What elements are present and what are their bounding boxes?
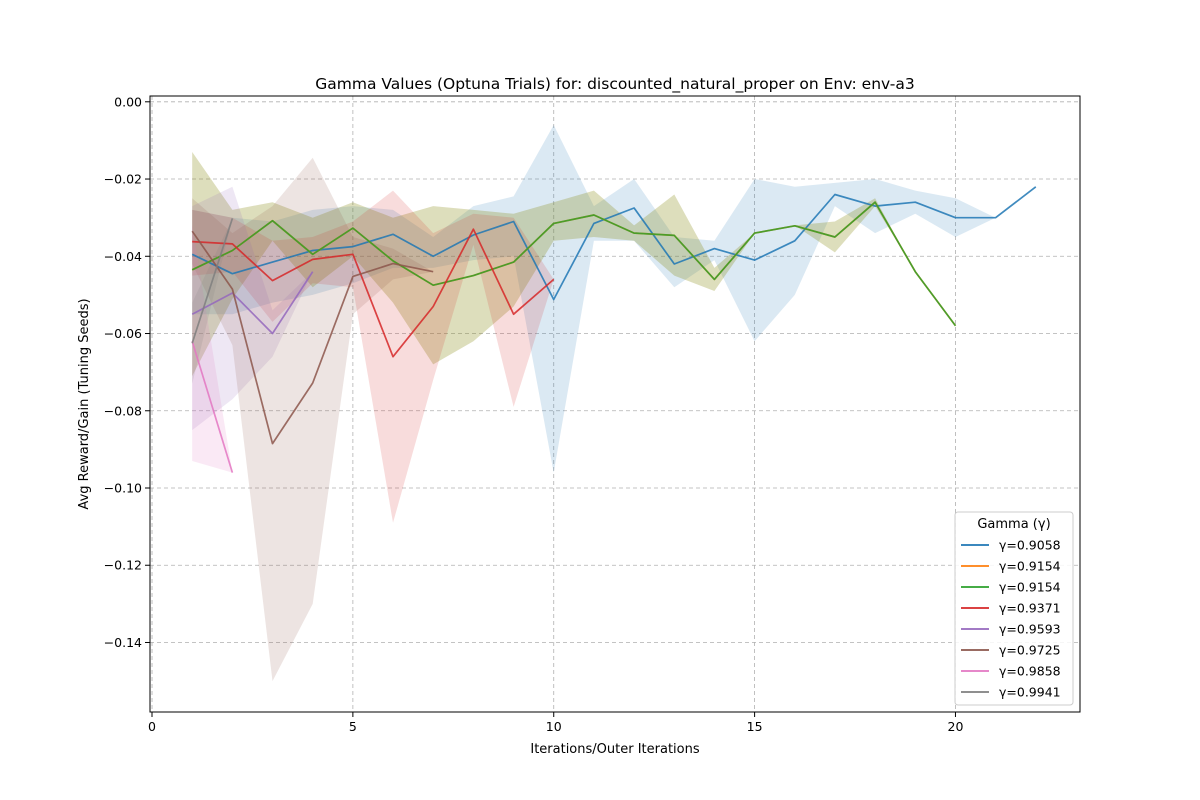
y-axis-label: Avg Reward/Gain (Tuning Seeds) — [77, 298, 92, 509]
band-series-6 — [192, 225, 233, 473]
y-tick-label: −0.12 — [104, 558, 142, 573]
chart-title: Gamma Values (Optuna Trials) for: discou… — [315, 75, 915, 94]
plot-area — [149, 95, 1081, 713]
y-tick-label: 0.00 — [114, 94, 142, 109]
line-series-4 — [191, 271, 314, 335]
y-tick-label: −0.10 — [104, 481, 142, 496]
legend-entry: γ=0.9725 — [999, 643, 1061, 658]
y-axis: 0.00 −0.02 −0.04 −0.06 −0.08 −0.10 −0.12 −0.14 — [104, 94, 150, 650]
plot-frame — [149, 95, 1081, 713]
band-series-1 — [192, 152, 956, 376]
y-tick-label: −0.06 — [104, 326, 142, 341]
y-tick-label: −0.04 — [104, 249, 142, 264]
x-axis: 0 5 10 15 20 — [148, 712, 963, 734]
legend: Gamma (γ) γ=0.9058 γ=0.9154 γ=0.9154 γ=0.93… — [954, 511, 1074, 706]
line-series-0 — [191, 186, 1037, 301]
line-series-3 — [192, 228, 555, 358]
legend-entry: γ=0.9371 — [999, 601, 1061, 616]
confidence-bands — [192, 125, 1036, 682]
legend-title: Gamma (γ) — [977, 517, 1050, 532]
line-series-5 — [191, 230, 434, 445]
legend-entry: γ=0.9058 — [999, 538, 1061, 553]
x-tick-label: 20 — [948, 719, 964, 734]
line-series-6 — [191, 340, 234, 473]
x-tick-label: 15 — [747, 719, 763, 734]
band-series-7 — [192, 218, 233, 384]
legend-frame — [954, 511, 1074, 706]
line-series-7 — [191, 218, 234, 344]
legend-entry: γ=0.9154 — [999, 559, 1061, 574]
x-axis-label: Iterations/Outer Iterations — [530, 742, 699, 757]
band-series-2 — [192, 152, 956, 376]
x-tick-label: 10 — [546, 719, 562, 734]
series-lines — [191, 186, 1037, 473]
y-tick-label: −0.08 — [104, 403, 142, 418]
legend-entry: γ=0.9593 — [999, 622, 1061, 637]
y-tick-label: −0.02 — [104, 172, 142, 187]
legend-entry: γ=0.9858 — [999, 664, 1061, 679]
band-series-0 — [192, 125, 1036, 473]
x-tick-label: 5 — [349, 719, 357, 734]
legend-entry: γ=0.9154 — [999, 580, 1061, 595]
band-series-3 — [192, 190, 554, 523]
y-tick-label: −0.14 — [104, 635, 142, 650]
legend-entry: γ=0.9941 — [999, 685, 1061, 700]
line-series-2 — [191, 201, 957, 327]
x-tick-label: 0 — [148, 719, 156, 734]
band-series-5 — [192, 157, 434, 682]
